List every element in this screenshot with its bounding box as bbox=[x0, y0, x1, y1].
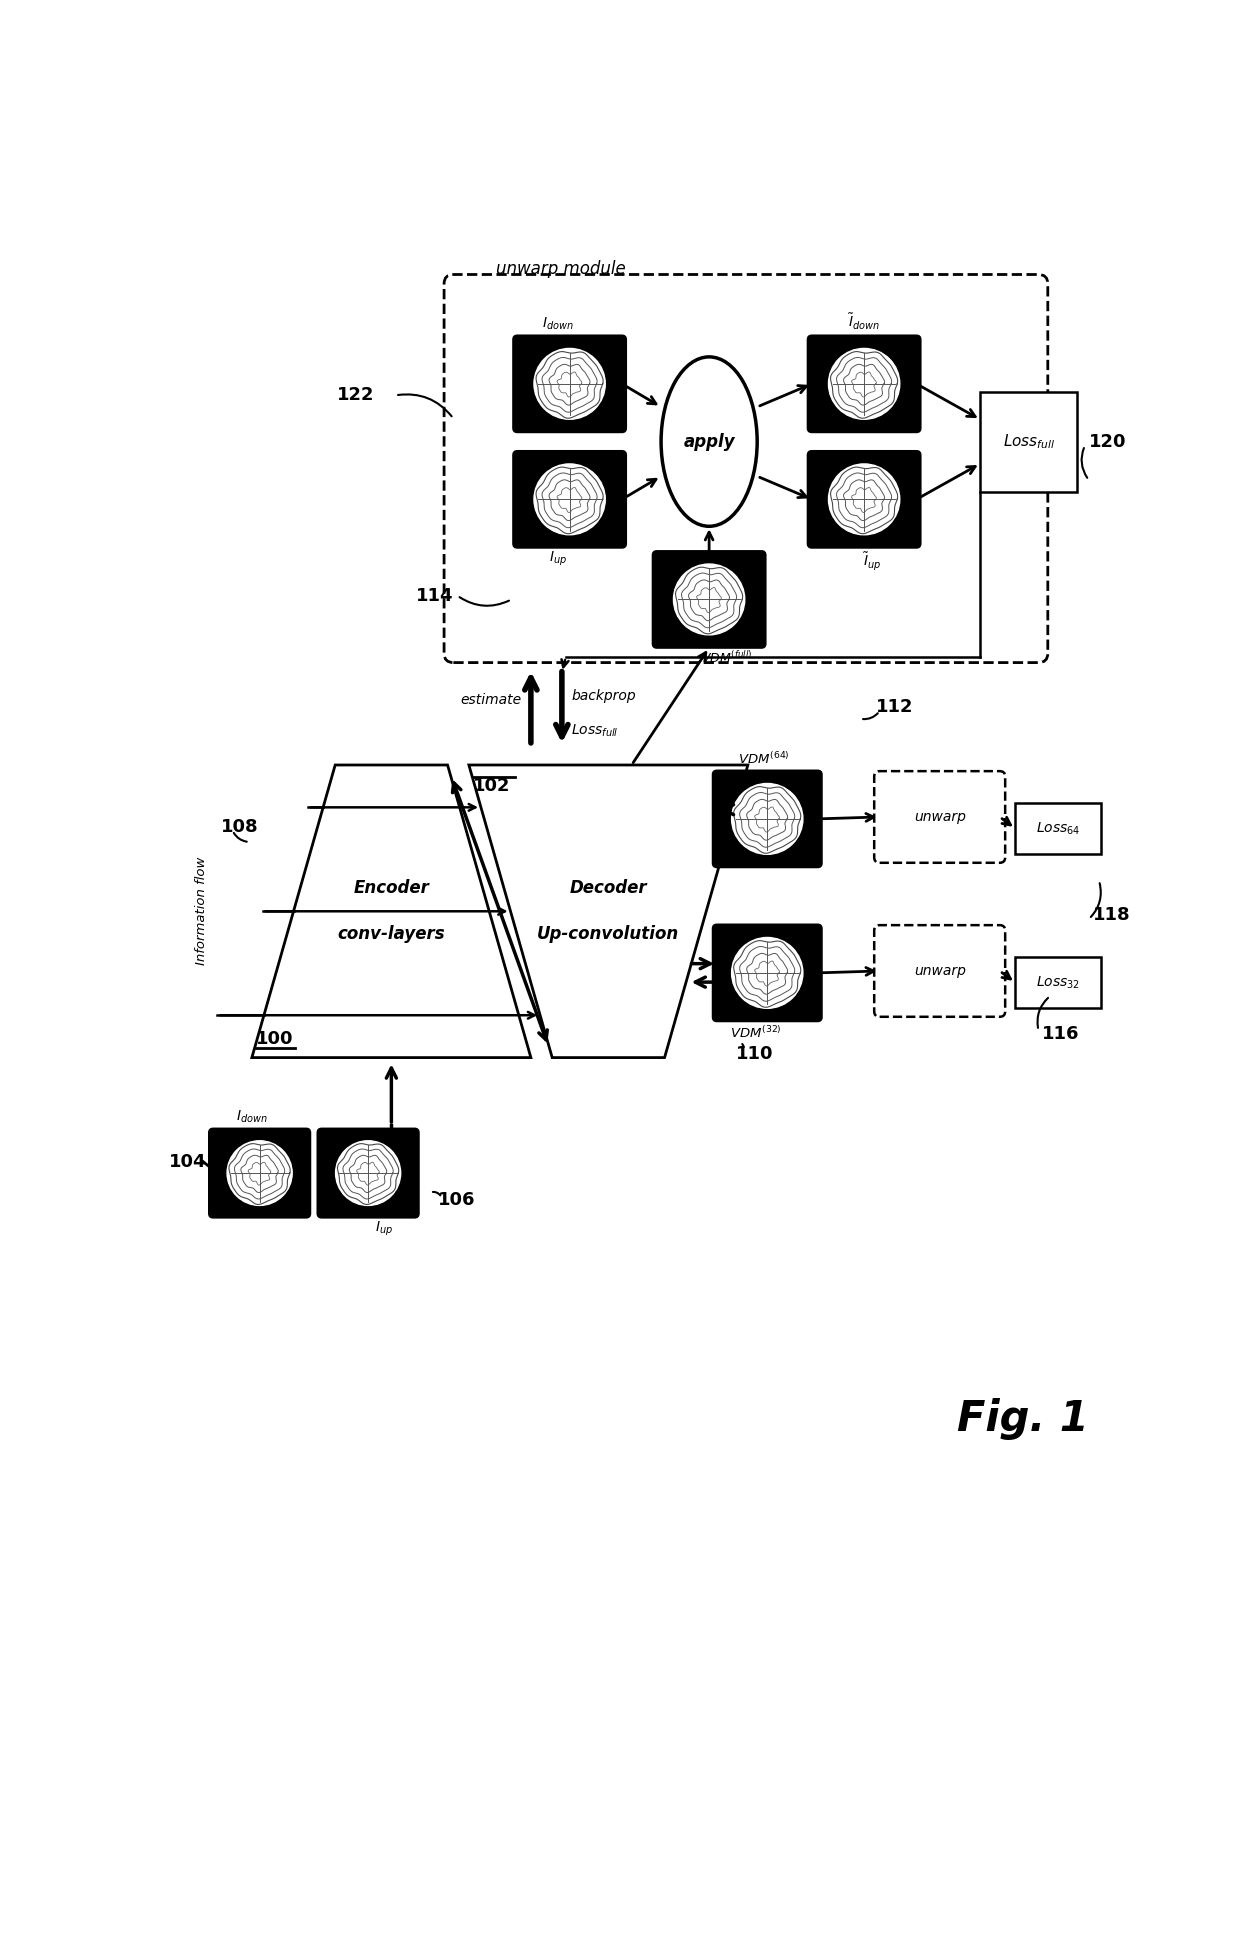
Text: Encoder: Encoder bbox=[353, 879, 429, 897]
Text: 102: 102 bbox=[472, 776, 510, 794]
Text: 106: 106 bbox=[438, 1192, 475, 1209]
Text: $\tilde{I}_{up}$: $\tilde{I}_{up}$ bbox=[863, 549, 880, 573]
FancyBboxPatch shape bbox=[981, 392, 1078, 491]
Circle shape bbox=[227, 1141, 293, 1205]
Text: $I_{up}$: $I_{up}$ bbox=[549, 549, 567, 569]
Text: $VDM^{(32)}$: $VDM^{(32)}$ bbox=[730, 1025, 781, 1040]
Text: $\tilde{I}_{down}$: $\tilde{I}_{down}$ bbox=[848, 313, 880, 332]
Text: 100: 100 bbox=[255, 1031, 293, 1048]
Circle shape bbox=[534, 349, 605, 419]
Text: $Loss_{full}$: $Loss_{full}$ bbox=[1003, 433, 1055, 450]
Text: unwarp: unwarp bbox=[914, 965, 966, 978]
Text: estimate: estimate bbox=[460, 693, 522, 707]
Text: backprop: backprop bbox=[572, 689, 636, 703]
Text: $I_{down}$: $I_{down}$ bbox=[236, 1108, 268, 1126]
Text: unwarp module: unwarp module bbox=[496, 260, 626, 278]
Text: $VDM^{(64)}$: $VDM^{(64)}$ bbox=[738, 751, 789, 767]
Text: $I_{up}$: $I_{up}$ bbox=[374, 1219, 393, 1238]
Text: Fig. 1: Fig. 1 bbox=[957, 1398, 1089, 1440]
FancyBboxPatch shape bbox=[513, 450, 626, 547]
Circle shape bbox=[732, 784, 804, 854]
Text: Decoder: Decoder bbox=[569, 879, 647, 897]
FancyBboxPatch shape bbox=[1016, 957, 1101, 1007]
Polygon shape bbox=[252, 765, 531, 1058]
Text: $Loss_{32}$: $Loss_{32}$ bbox=[1035, 974, 1080, 990]
Text: Information flow: Information flow bbox=[195, 858, 208, 965]
Text: apply: apply bbox=[683, 433, 735, 450]
Text: $Loss_{64}$: $Loss_{64}$ bbox=[1035, 821, 1080, 837]
Circle shape bbox=[673, 565, 745, 635]
FancyBboxPatch shape bbox=[653, 551, 765, 648]
Text: $VDM^{(full)}$: $VDM^{(full)}$ bbox=[702, 650, 753, 666]
Text: 104: 104 bbox=[169, 1153, 206, 1170]
FancyBboxPatch shape bbox=[808, 336, 920, 433]
Ellipse shape bbox=[661, 357, 758, 526]
Text: unwarp: unwarp bbox=[914, 809, 966, 825]
Text: conv-layers: conv-layers bbox=[337, 926, 445, 943]
Text: 114: 114 bbox=[415, 586, 454, 604]
Text: Up-convolution: Up-convolution bbox=[537, 926, 680, 943]
FancyBboxPatch shape bbox=[808, 450, 920, 547]
Text: 108: 108 bbox=[221, 817, 258, 835]
Text: 112: 112 bbox=[875, 699, 913, 716]
FancyBboxPatch shape bbox=[513, 336, 626, 433]
Circle shape bbox=[534, 464, 605, 536]
Circle shape bbox=[732, 938, 804, 1007]
FancyBboxPatch shape bbox=[210, 1130, 310, 1217]
Text: $I_{down}$: $I_{down}$ bbox=[542, 316, 574, 332]
Text: 116: 116 bbox=[1043, 1025, 1080, 1044]
Circle shape bbox=[336, 1141, 401, 1205]
FancyBboxPatch shape bbox=[317, 1130, 419, 1217]
Polygon shape bbox=[469, 765, 748, 1058]
Text: 118: 118 bbox=[1092, 906, 1131, 924]
FancyBboxPatch shape bbox=[713, 771, 821, 868]
Circle shape bbox=[828, 349, 900, 419]
FancyBboxPatch shape bbox=[1016, 804, 1101, 854]
Text: 120: 120 bbox=[1089, 433, 1126, 450]
Text: 122: 122 bbox=[337, 386, 374, 404]
Circle shape bbox=[828, 464, 900, 536]
FancyBboxPatch shape bbox=[713, 924, 821, 1021]
Text: $Loss_{full}$: $Loss_{full}$ bbox=[572, 722, 619, 738]
Text: 110: 110 bbox=[737, 1044, 774, 1064]
